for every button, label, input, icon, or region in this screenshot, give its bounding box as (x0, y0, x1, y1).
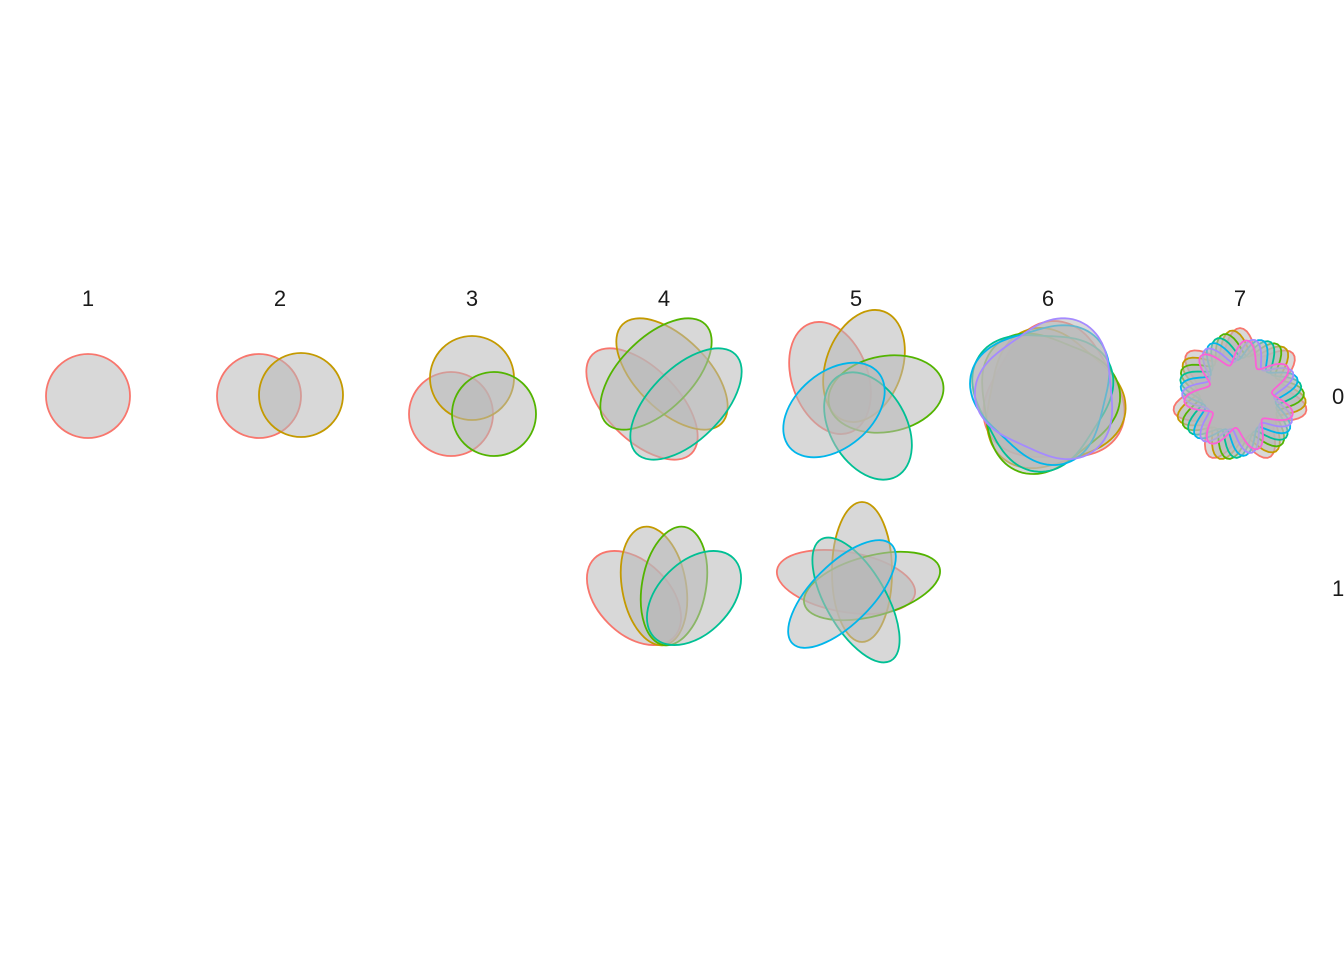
venn-panel-4-0 (585, 317, 743, 461)
set-1-shape (45, 353, 131, 439)
set-4-shape (646, 550, 742, 646)
row-label-1: 1 (1332, 576, 1344, 601)
set-3-shape (451, 371, 537, 457)
venn-panel-7-0 (1172, 327, 1308, 460)
venn-panel-1-0 (45, 353, 131, 439)
venn-panel-6-0 (969, 317, 1127, 475)
column-label-5: 5 (850, 286, 862, 311)
column-label-2: 2 (274, 286, 286, 311)
column-label-1: 1 (82, 286, 94, 311)
row-strip-labels: 01 (1332, 384, 1344, 601)
venn-panels (45, 309, 1308, 664)
set-2-shape (258, 352, 344, 438)
set-7-shape (1183, 339, 1294, 451)
venn-panel-5-0 (782, 309, 945, 481)
column-label-3: 3 (466, 286, 478, 311)
venn-panel-2-0 (216, 352, 344, 439)
venn-panel-4-1 (586, 525, 742, 647)
set-6-shape (973, 317, 1114, 461)
venn-panel-5-1 (775, 501, 941, 664)
venn-panel-3-0 (408, 335, 537, 457)
set-5-shape (787, 539, 897, 649)
column-label-6: 6 (1042, 286, 1054, 311)
row-label-0: 0 (1332, 384, 1344, 409)
column-label-7: 7 (1234, 286, 1246, 311)
set-4-shape (629, 347, 743, 461)
column-strip-labels: 1 2 3 4 5 6 7 (82, 286, 1246, 311)
set-5-shape (782, 361, 886, 459)
column-label-4: 4 (658, 286, 670, 311)
